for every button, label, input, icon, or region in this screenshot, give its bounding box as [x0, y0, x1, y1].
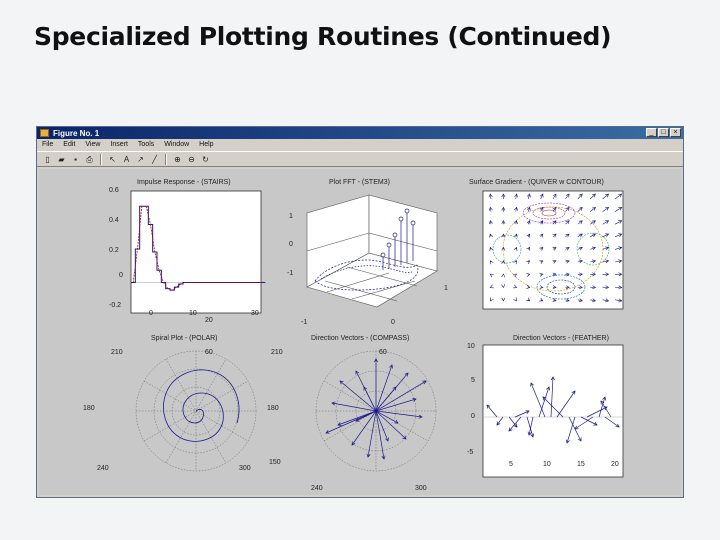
- compass-arrow: [376, 411, 422, 417]
- new-file-icon[interactable]: ▯: [42, 154, 53, 165]
- feather-ytick: 0: [471, 413, 475, 420]
- quiver-plot-title: Surface Gradient - (QUIVER w CONTOUR): [469, 179, 604, 186]
- compass-angle-label: 150: [269, 459, 281, 466]
- menu-file[interactable]: File: [42, 141, 53, 148]
- stairs-ytick: 0.2: [109, 247, 119, 254]
- compass-arrow: [376, 399, 416, 411]
- compass-angle-label: 210: [271, 349, 283, 356]
- toolbar: ▯ ▰ ▪ ⎙ ↖ A ↗ ╱ ⊕ ⊖ ↻: [37, 151, 683, 167]
- slide-title: Specialized Plotting Routines (Continued…: [34, 22, 611, 51]
- print-icon[interactable]: ⎙: [84, 154, 95, 165]
- polar-plot-title: Spiral Plot - (POLAR): [151, 335, 218, 342]
- insert-arrow-icon[interactable]: ↗: [135, 154, 146, 165]
- compass-arrow: [368, 411, 376, 457]
- compass-angle-label: 300: [415, 485, 427, 492]
- polar-angle-label: 300: [239, 465, 251, 472]
- compass-arrow: [376, 387, 396, 411]
- stem3-xtick: 1: [444, 285, 448, 292]
- window-title: Figure No. 1: [53, 129, 99, 138]
- menu-insert[interactable]: Insert: [110, 141, 128, 148]
- stem3-plot-title: Plot FFT - (STEM3): [329, 179, 390, 186]
- compass-angle-label: 60: [379, 349, 387, 356]
- compass-arrow: [376, 411, 388, 441]
- feather-plot-title: Direction Vectors - (FEATHER): [513, 335, 609, 342]
- stairs-plot-axes[interactable]: [131, 191, 261, 313]
- compass-plot-axes[interactable]: [311, 345, 441, 477]
- polar-angle-label: 60: [205, 349, 213, 356]
- menu-window[interactable]: Window: [164, 141, 189, 148]
- stairs-plot-title: Impulse Response - (STAIRS): [137, 179, 231, 186]
- stairs-plot-frame: [131, 191, 261, 313]
- polar-angle-label: 210: [111, 349, 123, 356]
- stem3-ztick: 0: [289, 241, 293, 248]
- menu-edit[interactable]: Edit: [63, 141, 75, 148]
- zoom-out-icon[interactable]: ⊖: [186, 154, 197, 165]
- stem3-plot-axes[interactable]: [297, 191, 445, 309]
- compass-arrow: [340, 381, 376, 411]
- compass-arrow: [364, 387, 376, 411]
- minimize-button[interactable]: _: [646, 128, 657, 137]
- polar-plot-axes[interactable]: [131, 345, 261, 477]
- save-file-icon[interactable]: ▪: [70, 154, 81, 165]
- stairs-xtick: 10: [189, 310, 197, 317]
- menubar: File Edit View Insert Tools Window Help: [37, 139, 683, 150]
- feather-xtick: 5: [509, 461, 513, 468]
- menu-help[interactable]: Help: [199, 141, 213, 148]
- quiver-plot-axes[interactable]: [483, 191, 623, 309]
- compass-arrow: [376, 411, 384, 459]
- feather-ytick: 10: [467, 343, 475, 350]
- stairs-ytick: 0.6: [109, 187, 119, 194]
- window-titlebar[interactable]: Figure No. 1 _ □ ×: [37, 127, 683, 139]
- compass-arrow: [338, 411, 376, 425]
- polar-angle-label: 180: [83, 405, 95, 412]
- stairs-ytick: 0: [119, 272, 123, 279]
- compass-arrow: [376, 381, 426, 411]
- menu-view[interactable]: View: [85, 141, 100, 148]
- matlab-figure-icon: [40, 129, 49, 137]
- rotate-icon[interactable]: ↻: [200, 154, 211, 165]
- zoom-in-icon[interactable]: ⊕: [172, 154, 183, 165]
- compass-arrow: [376, 411, 406, 439]
- feather-xtick: 10: [543, 461, 551, 468]
- stem3-xtick: -1: [301, 319, 307, 326]
- stem3-xtick: 0: [391, 319, 395, 326]
- feather-ytick: -5: [467, 449, 473, 456]
- stairs-xtick: 0: [149, 310, 153, 317]
- toolbar-separator: [100, 154, 102, 165]
- stairs-ytick: -0.2: [109, 302, 121, 309]
- compass-angle-label: 180: [267, 405, 279, 412]
- select-arrow-icon[interactable]: ↖: [107, 154, 118, 165]
- stairs-xtick: 20: [205, 317, 213, 324]
- feather-xtick: 15: [577, 461, 585, 468]
- feather-xtick: 20: [611, 461, 619, 468]
- stem3-ztick: 1: [289, 213, 293, 220]
- stairs-ytick: 0.4: [109, 217, 119, 224]
- insert-text-icon[interactable]: A: [121, 154, 132, 165]
- feather-plot-axes[interactable]: [483, 345, 623, 477]
- stairs-xtick: 30: [251, 310, 259, 317]
- stem3-ztick: -1: [287, 270, 293, 277]
- figure-window: Figure No. 1 _ □ × File Edit View Insert…: [36, 126, 684, 498]
- menu-tools[interactable]: Tools: [138, 141, 154, 148]
- open-file-icon[interactable]: ▰: [56, 154, 67, 165]
- compass-plot-title: Direction Vectors - (COMPASS): [311, 335, 409, 342]
- feather-ytick: 5: [471, 377, 475, 384]
- insert-line-icon[interactable]: ╱: [149, 154, 160, 165]
- maximize-button[interactable]: □: [658, 128, 669, 137]
- compass-angle-label: 240: [311, 485, 323, 492]
- toolbar-separator: [165, 154, 167, 165]
- close-button[interactable]: ×: [670, 128, 681, 137]
- polar-spiral: [164, 370, 239, 441]
- figure-canvas[interactable]: Impulse Response - (STAIRS) 0.6 0.4 0.2 …: [39, 169, 681, 495]
- polar-angle-label: 240: [97, 465, 109, 472]
